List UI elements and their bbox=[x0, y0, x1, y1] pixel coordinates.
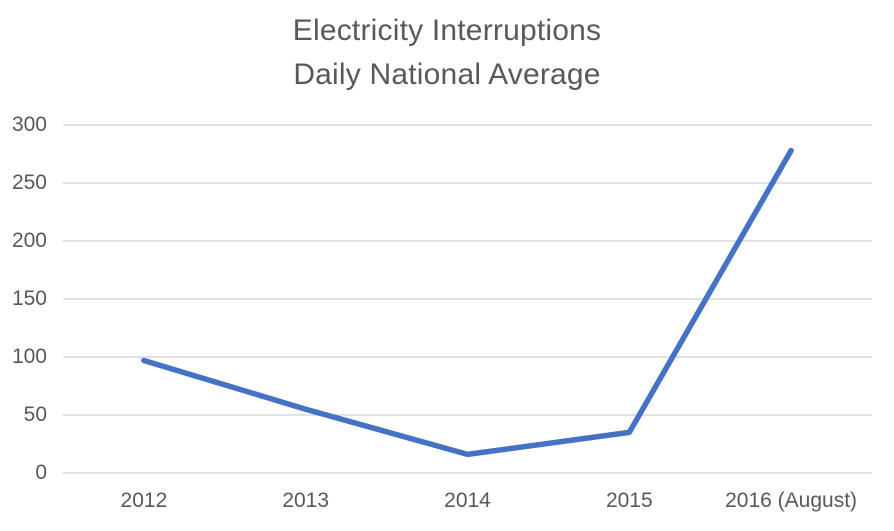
x-tick-label: 2015 bbox=[605, 489, 653, 512]
x-tick-label: 2014 bbox=[444, 489, 491, 512]
y-tick-label: 100 bbox=[11, 345, 47, 368]
y-tick-label: 200 bbox=[11, 229, 47, 252]
y-tick-label: 300 bbox=[11, 113, 47, 136]
y-tick-label: 250 bbox=[11, 171, 47, 194]
y-tick-label: 50 bbox=[23, 403, 47, 426]
y-tick-label: 150 bbox=[11, 287, 47, 310]
x-tick-label: 2013 bbox=[282, 489, 330, 512]
chart-subtitle: Daily National Average bbox=[293, 58, 601, 91]
y-axis-labels: 0 50 100 150 200 250 300 bbox=[0, 0, 47, 531]
y-tick-label: 0 bbox=[35, 461, 47, 484]
x-tick-label: 2012 bbox=[120, 489, 168, 512]
chart-title: Electricity Interruptions bbox=[292, 14, 602, 47]
chart-title-block: Electricity Interruptions Daily National… bbox=[0, 9, 894, 97]
x-tick-label: 2016 (August) bbox=[725, 489, 858, 512]
data-line bbox=[141, 147, 794, 458]
